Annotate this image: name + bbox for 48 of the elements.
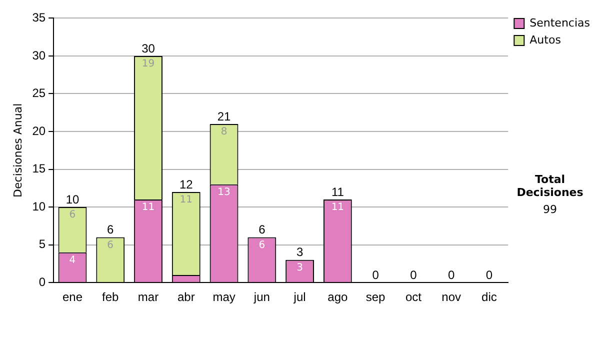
total-label: 0 bbox=[486, 268, 493, 282]
data-label: 11 bbox=[180, 194, 193, 206]
x-tick-label: mar bbox=[138, 290, 159, 304]
total-label: 0 bbox=[410, 268, 418, 282]
data-label: 8 bbox=[220, 126, 228, 138]
x-tick-label: feb bbox=[102, 290, 120, 304]
x-tick-label: abr bbox=[177, 290, 195, 304]
total-label: 0 bbox=[372, 268, 380, 282]
total-label: 3 bbox=[296, 245, 304, 260]
data-label: 6 bbox=[258, 240, 266, 251]
total-label: 30 bbox=[142, 41, 156, 56]
data-label: 6 bbox=[107, 240, 114, 251]
y-tick-label: 10 bbox=[32, 199, 46, 214]
y-tick-label: 5 bbox=[38, 237, 46, 252]
x-tick-label: ago bbox=[328, 290, 348, 304]
data-label: 19 bbox=[142, 58, 155, 70]
x-tick-label: oct bbox=[405, 290, 422, 304]
x-tick-label: jul bbox=[292, 290, 306, 304]
y-tick-label: 20 bbox=[32, 124, 46, 138]
data-label: 6 bbox=[69, 210, 76, 221]
y-tick-label: 0 bbox=[38, 274, 46, 289]
x-tick-label: sep bbox=[366, 290, 386, 304]
legend-label: Sentencias bbox=[530, 16, 590, 30]
y-tick-label: 30 bbox=[32, 48, 46, 62]
total-label: 11 bbox=[331, 184, 344, 199]
y-tick-label: 35 bbox=[32, 10, 46, 25]
x-tick-label: nov bbox=[442, 290, 462, 304]
total-label: 6 bbox=[258, 222, 266, 237]
text: 99 bbox=[542, 203, 558, 216]
data-label: 3 bbox=[296, 262, 303, 274]
y-tick-label: 15 bbox=[32, 162, 46, 176]
text: Total Decisiones bbox=[516, 173, 584, 199]
total-label: 0 bbox=[448, 268, 455, 282]
data-label: 11 bbox=[331, 202, 344, 214]
y-axis-title: Decisiones Anual bbox=[11, 103, 24, 198]
x-tick-label: ene bbox=[62, 290, 83, 304]
total-label: 10 bbox=[66, 192, 80, 206]
data-label: 13 bbox=[218, 186, 230, 198]
x-tick-label: jun bbox=[252, 290, 270, 304]
legend-label: Autos bbox=[530, 33, 562, 46]
total-label: 12 bbox=[179, 177, 194, 192]
y-tick-label: 25 bbox=[32, 86, 46, 100]
total-label: 6 bbox=[107, 222, 114, 237]
data-label: 4 bbox=[69, 254, 76, 266]
total-label: 21 bbox=[217, 109, 232, 124]
data-label: 11 bbox=[142, 202, 155, 214]
x-tick-label: may bbox=[212, 290, 236, 304]
x-tick-label: dic bbox=[482, 290, 497, 304]
